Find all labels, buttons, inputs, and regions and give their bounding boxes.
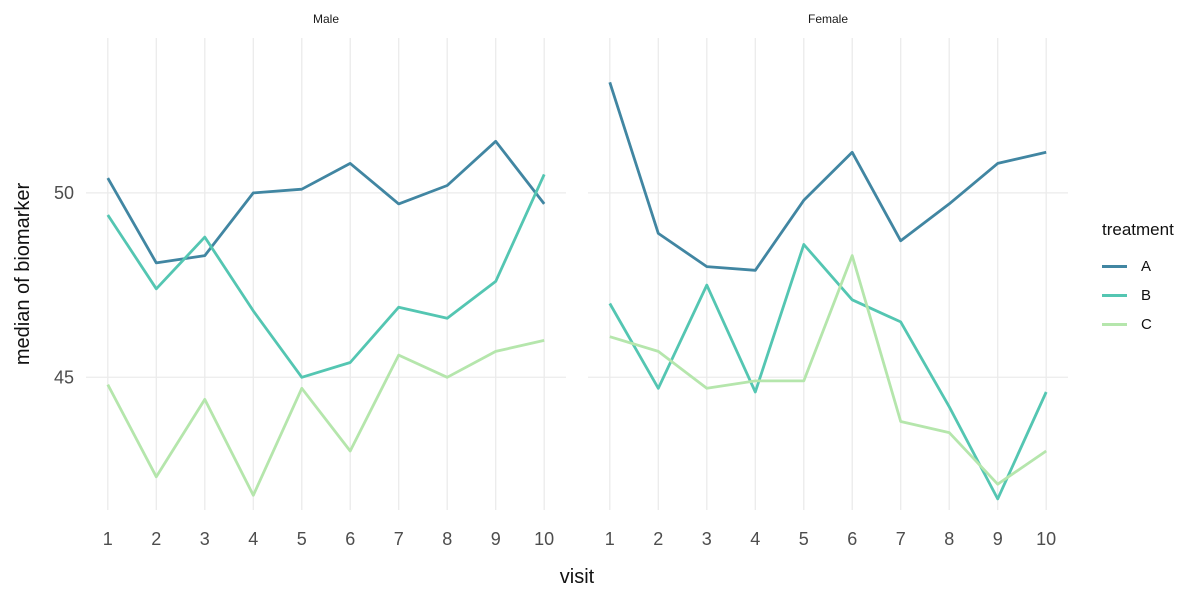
legend-item-c: C [1102, 310, 1174, 339]
legend-item-a: A [1102, 252, 1174, 281]
legend-label-a: A [1141, 258, 1152, 275]
x-tick-label: 2 [653, 529, 663, 549]
facet-label-male: Male [312, 12, 339, 26]
x-tick-label: 7 [394, 529, 404, 549]
x-tick-label: 6 [847, 529, 857, 549]
x-axis-title: visit [559, 566, 595, 588]
series-line-c-female [609, 254, 1047, 486]
legend-item-b: B [1102, 281, 1174, 310]
x-tick-label: 8 [944, 529, 954, 549]
legend-label-c: C [1141, 316, 1152, 333]
series-line-a-female [608, 81, 1047, 272]
x-tick-label: 9 [993, 529, 1003, 549]
legend-key-line-c [1102, 323, 1127, 326]
legend-key-line-b [1102, 294, 1127, 297]
x-tick-label: 3 [200, 529, 210, 549]
x-tick-label: 3 [702, 529, 712, 549]
series-line-c-male [106, 339, 545, 497]
y-axis-title: median of biomarker [12, 182, 34, 366]
x-tick-label: 2 [151, 529, 161, 549]
x-tick-label: 5 [297, 529, 307, 549]
legend-title: treatment [1102, 220, 1174, 239]
x-tick-label: 6 [345, 529, 355, 549]
legend-key-line-a [1102, 265, 1127, 268]
x-tick-label: 8 [442, 529, 452, 549]
x-tick-label: 4 [750, 529, 760, 549]
x-tick-label: 10 [534, 529, 554, 549]
x-tick-label: 10 [1036, 529, 1056, 549]
series-line-b-male [106, 173, 546, 379]
x-tick-label: 9 [491, 529, 501, 549]
legend: treatment A B C [1102, 220, 1174, 339]
x-tick-label: 7 [896, 529, 906, 549]
y-tick-label: 50 [54, 183, 74, 203]
x-tick-label: 5 [799, 529, 809, 549]
series-line-b-female [608, 243, 1048, 501]
x-tick-label: 1 [103, 529, 113, 549]
x-tick-label: 1 [605, 529, 615, 549]
series-line-a-male [106, 139, 546, 265]
x-tick-label: 4 [248, 529, 258, 549]
facet-label-female: Female [807, 12, 848, 26]
legend-label-b: B [1141, 287, 1152, 304]
y-tick-label: 45 [54, 367, 74, 387]
